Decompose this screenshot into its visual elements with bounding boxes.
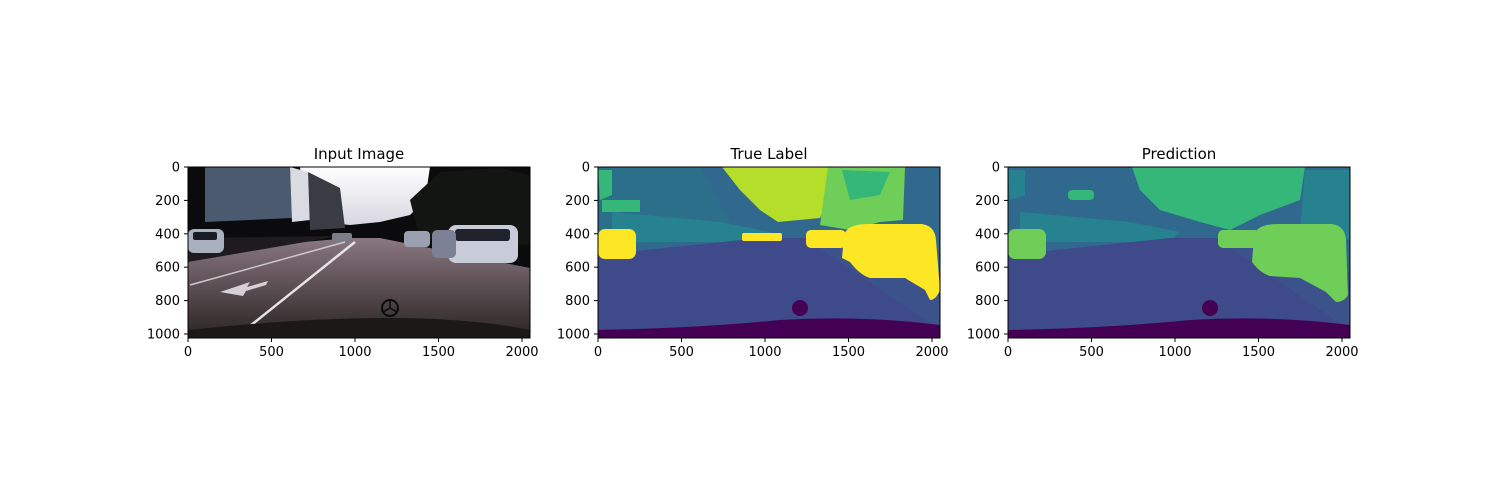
region-vegetation-left [1008,170,1025,200]
x-tick-label: 2000 [1325,345,1358,360]
region-car-left [598,229,636,259]
axes-frame [187,166,531,339]
car-far-2 [332,233,352,241]
region-vegetation-left [598,170,612,200]
y-tick-label: 400 [565,227,590,242]
street-photo [188,167,530,338]
y-tick-label: 0 [992,161,1000,176]
panel-title: Input Image [314,145,405,163]
region-wall [1020,212,1180,242]
region-wall [612,212,770,242]
panel-true-label: True Label 0 500 1000 1500 2000 0 200 400 600 80… [557,145,949,360]
y-tick-label: 600 [565,261,590,276]
segmentation-mask [598,167,940,338]
y-tick-label: 800 [155,294,180,309]
x-tick-label: 500 [669,345,694,360]
x-tick-label: 0 [184,345,192,360]
region-car-mid [806,230,846,248]
region-car-mid [1218,230,1260,248]
y-tick-label: 600 [975,261,1000,276]
region-car-right [1252,224,1348,302]
y-tick-label: 1000 [967,327,1000,342]
y-tick-label: 0 [582,161,590,176]
x-tick-label: 1500 [422,345,455,360]
x-axis: 0 500 1000 1500 2000 [1004,338,1359,360]
region-tree-blob [1068,190,1094,200]
road [188,238,530,338]
y-tick-label: 0 [172,161,180,176]
y-tick-label: 800 [975,294,1000,309]
region-road [598,238,940,338]
x-axis: 0 500 1000 1500 2000 [594,338,949,360]
car-far [404,231,430,247]
segmentation-mask [1008,167,1350,338]
panel-prediction: Prediction 0 500 1000 1500 2000 0 200 400 600 80… [967,145,1359,360]
region-car-left [1008,229,1046,259]
y-tick-label: 600 [155,261,180,276]
y-axis: 0 200 400 600 800 1000 [557,161,598,342]
mercedes-star-arms [382,300,398,313]
y-tick-label: 1000 [147,327,180,342]
building-left [205,167,292,222]
region-ego-hood [1008,318,1350,338]
region-trees-right-2 [842,170,890,200]
x-tick-label: 1000 [338,345,371,360]
car-hood [188,318,530,338]
car-right-window [455,229,510,241]
panel-title: True Label [729,145,807,163]
car-right-2 [432,230,456,258]
y-axis: 0 200 400 600 800 1000 [967,161,1008,342]
x-tick-label: 0 [1004,345,1012,360]
region-sign-left [602,200,640,212]
x-tick-label: 1000 [1158,345,1191,360]
region-ego-star [1202,300,1218,316]
lane-line [189,241,346,286]
region-ego-hood [598,318,940,338]
region-car-far [742,233,782,241]
sidewalk-left [188,236,340,262]
x-tick-label: 500 [259,345,284,360]
y-tick-label: 200 [975,194,1000,209]
region-road [1008,238,1350,338]
y-tick-label: 200 [565,194,590,209]
region-vegetation-right [1300,170,1350,240]
x-tick-label: 2000 [915,345,948,360]
region-sidewalk-right [805,238,940,330]
axes-frame [1007,166,1351,339]
x-axis: 0 500 1000 1500 2000 [184,338,539,360]
car-left-window [193,232,217,240]
y-tick-label: 400 [155,227,180,242]
lane-line [244,241,356,331]
arrow-marking [220,281,268,296]
y-axis: 0 200 400 600 800 1000 [147,161,188,342]
region-sky-pred [1132,167,1305,230]
x-tick-label: 1500 [1242,345,1275,360]
x-tick-label: 1500 [832,345,865,360]
x-tick-label: 0 [594,345,602,360]
region-car-right [842,224,940,300]
panel-title: Prediction [1142,145,1217,163]
axes-frame [597,166,941,339]
y-tick-label: 200 [155,194,180,209]
building-white [290,167,310,222]
x-tick-label: 500 [1079,345,1104,360]
panel-input-image: Input Image 0 500 1000 1500 2000 [147,145,539,360]
x-tick-label: 1000 [748,345,781,360]
y-tick-label: 800 [565,294,590,309]
region-sidewalk-right [1215,238,1350,330]
y-tick-label: 400 [975,227,1000,242]
region-ego-star [792,300,808,316]
building-row [308,172,345,230]
x-tick-label: 2000 [505,345,538,360]
y-tick-label: 1000 [557,327,590,342]
region-sky [722,167,842,222]
